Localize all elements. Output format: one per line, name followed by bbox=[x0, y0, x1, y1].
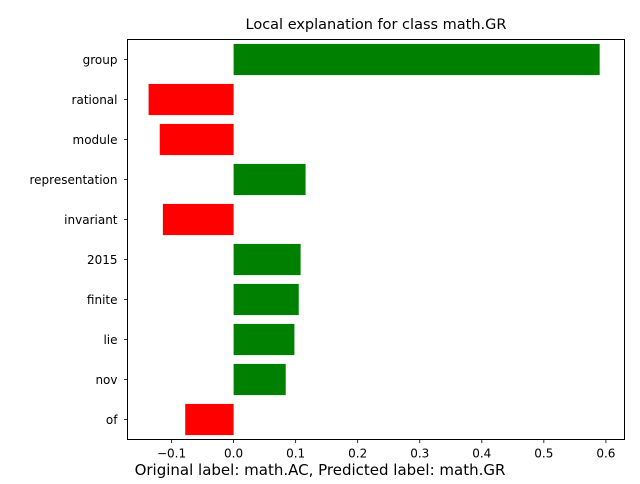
chart-title: Local explanation for class math.GR bbox=[246, 17, 507, 33]
y-tick-label: finite bbox=[87, 293, 118, 307]
x-tick-label: −0.1 bbox=[157, 447, 186, 461]
bar-2015 bbox=[233, 243, 301, 276]
bar-lie bbox=[233, 323, 295, 356]
y-tick-label: rational bbox=[72, 93, 118, 107]
y-tick-label: of bbox=[106, 413, 118, 427]
x-axis-ticks: −0.1 0.0 0.1 0.2 0.3 0.4 0.5 0.6 bbox=[157, 439, 615, 461]
y-tick-label: representation bbox=[29, 173, 117, 187]
bar-group bbox=[233, 43, 600, 76]
y-tick-label: 2015 bbox=[87, 253, 118, 267]
chart-caption: Original label: math.AC, Predicted label… bbox=[135, 461, 506, 479]
y-tick-label: module bbox=[73, 133, 118, 147]
y-tick-label: nov bbox=[95, 373, 117, 387]
x-tick-label: 0.1 bbox=[286, 447, 305, 461]
x-tick-label: 0.0 bbox=[224, 447, 243, 461]
y-tick-label: group bbox=[83, 53, 118, 67]
x-tick-label: 0.3 bbox=[410, 447, 429, 461]
y-axis-ticks: group rational module representation invaria… bbox=[29, 53, 128, 427]
bar-representation bbox=[233, 163, 306, 196]
bar-invariant bbox=[162, 203, 234, 236]
x-tick-label: 0.4 bbox=[472, 447, 491, 461]
y-tick-label: invariant bbox=[64, 213, 118, 227]
y-tick-label: lie bbox=[103, 333, 117, 347]
x-tick-label: 0.2 bbox=[348, 447, 367, 461]
bar-module bbox=[159, 123, 234, 156]
bars-group bbox=[148, 43, 600, 436]
bar-finite bbox=[233, 283, 299, 316]
plot-frame bbox=[127, 39, 625, 440]
bar-nov bbox=[233, 363, 286, 396]
x-tick-label: 0.5 bbox=[534, 447, 553, 461]
bar-of bbox=[185, 403, 234, 436]
x-tick-label: 0.6 bbox=[596, 447, 615, 461]
bar-rational bbox=[148, 83, 234, 116]
